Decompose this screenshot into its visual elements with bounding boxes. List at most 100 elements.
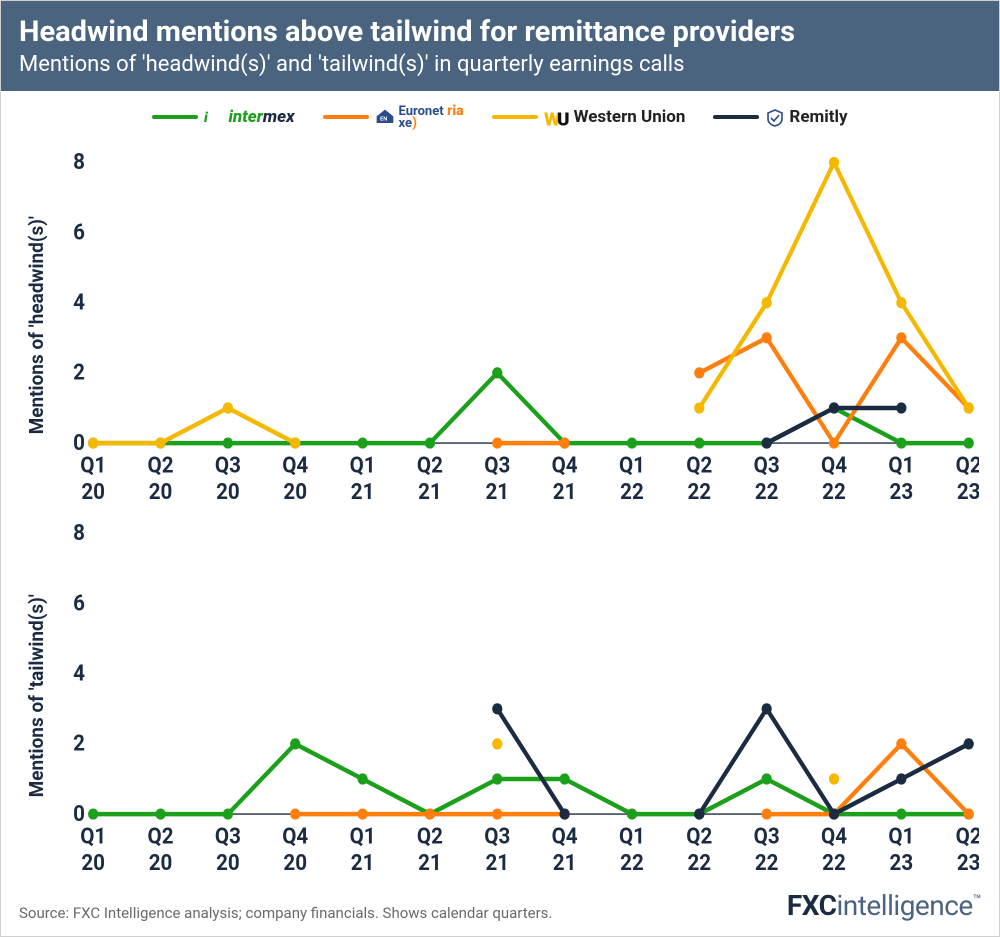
series-marker bbox=[223, 808, 233, 819]
series-line bbox=[699, 708, 968, 813]
series-marker bbox=[290, 738, 300, 749]
western-union-icon: WU bbox=[544, 108, 570, 126]
y-tick-label: 4 bbox=[73, 660, 85, 686]
x-tick-label: 22 bbox=[822, 850, 846, 876]
series-marker bbox=[559, 773, 569, 784]
x-tick-label: 21 bbox=[418, 480, 442, 506]
series-marker bbox=[896, 297, 906, 308]
chart-container: Headwind mentions above tailwind for rem… bbox=[0, 0, 1000, 937]
plot-svg: 02468Q120Q220Q320Q420Q121Q221Q321Q421Q12… bbox=[52, 511, 979, 881]
legend-item: Remitly bbox=[713, 107, 847, 127]
x-tick-label: 20 bbox=[216, 480, 240, 506]
x-tick-label: Q2 bbox=[417, 823, 443, 849]
svg-text:U: U bbox=[557, 108, 570, 129]
series-marker bbox=[829, 773, 839, 784]
brand-tm: ™ bbox=[973, 893, 981, 909]
x-tick-label: Q3 bbox=[754, 453, 780, 479]
x-tick-label: 20 bbox=[81, 850, 105, 876]
x-tick-label: 20 bbox=[149, 480, 173, 506]
x-tick-label: Q1 bbox=[350, 453, 376, 479]
series-marker bbox=[492, 808, 502, 819]
series-marker bbox=[896, 738, 906, 749]
series-marker bbox=[829, 438, 839, 449]
x-tick-label: 21 bbox=[485, 480, 509, 506]
series-marker bbox=[694, 438, 704, 449]
y-tick-label: 2 bbox=[73, 360, 85, 386]
y-tick-label: 6 bbox=[73, 220, 85, 246]
series-marker bbox=[155, 808, 165, 819]
x-tick-label: Q2 bbox=[956, 453, 979, 479]
series-marker bbox=[357, 773, 367, 784]
x-tick-label: 22 bbox=[687, 850, 711, 876]
legend-swatch bbox=[323, 115, 369, 119]
series-marker bbox=[964, 808, 974, 819]
legend-swatch bbox=[713, 115, 759, 119]
legend-item: WUWestern Union bbox=[492, 107, 686, 127]
y-axis-label: Mentions of 'headwind(s)' bbox=[21, 140, 52, 510]
x-tick-label: Q2 bbox=[686, 823, 712, 849]
x-tick-label: 21 bbox=[553, 850, 577, 876]
series-marker bbox=[762, 773, 772, 784]
chart-header: Headwind mentions above tailwind for rem… bbox=[1, 1, 999, 91]
legend: iintermex ENEuronet riaxe) WUWestern Union… bbox=[1, 91, 999, 140]
series-marker bbox=[223, 403, 233, 414]
series-marker bbox=[88, 438, 98, 449]
legend-swatch bbox=[152, 115, 198, 119]
x-tick-label: Q4 bbox=[552, 453, 578, 479]
series-marker bbox=[290, 438, 300, 449]
series-marker bbox=[762, 332, 772, 343]
x-tick-label: Q2 bbox=[417, 453, 443, 479]
y-axis-label: Mentions of 'tailwind(s)' bbox=[21, 511, 52, 881]
intermex-icon: i bbox=[204, 108, 224, 126]
svg-text:EN: EN bbox=[380, 117, 387, 123]
series-marker bbox=[896, 332, 906, 343]
x-tick-label: Q3 bbox=[754, 823, 780, 849]
legend-item: ENEuronet riaxe) bbox=[323, 105, 464, 130]
x-tick-label: 23 bbox=[957, 850, 979, 876]
x-tick-label: Q1 bbox=[888, 823, 914, 849]
series-marker bbox=[492, 773, 502, 784]
x-tick-label: 22 bbox=[620, 850, 644, 876]
series-line bbox=[699, 163, 968, 409]
x-tick-label: 22 bbox=[755, 850, 779, 876]
legend-label: Remitly bbox=[765, 107, 847, 127]
x-tick-label: Q2 bbox=[148, 453, 174, 479]
plot-wrap: 02468Q120Q220Q320Q420Q121Q221Q321Q421Q12… bbox=[52, 511, 979, 881]
x-tick-label: Q1 bbox=[80, 453, 106, 479]
remitly-icon bbox=[765, 108, 785, 126]
series-marker bbox=[896, 438, 906, 449]
x-tick-label: 20 bbox=[283, 480, 307, 506]
series-marker bbox=[829, 808, 839, 819]
y-tick-label: 4 bbox=[73, 290, 85, 316]
series-marker bbox=[492, 703, 502, 714]
series-marker bbox=[155, 438, 165, 449]
x-tick-label: 23 bbox=[890, 480, 914, 506]
x-tick-label: 21 bbox=[418, 850, 442, 876]
x-tick-label: Q1 bbox=[888, 453, 914, 479]
x-tick-label: 22 bbox=[822, 480, 846, 506]
series-marker bbox=[694, 808, 704, 819]
series-marker bbox=[964, 438, 974, 449]
x-tick-label: 21 bbox=[351, 850, 375, 876]
series-marker bbox=[492, 367, 502, 378]
y-tick-label: 2 bbox=[73, 730, 85, 756]
chart-panel: Mentions of 'tailwind(s)'02468Q120Q220Q3… bbox=[21, 511, 979, 881]
series-marker bbox=[290, 808, 300, 819]
source-text: Source: FXC Intelligence analysis; compa… bbox=[19, 904, 552, 922]
series-marker bbox=[762, 703, 772, 714]
x-tick-label: 21 bbox=[553, 480, 577, 506]
x-tick-label: 20 bbox=[81, 480, 105, 506]
x-tick-label: Q3 bbox=[484, 823, 510, 849]
series-marker bbox=[223, 438, 233, 449]
legend-item: iintermex bbox=[152, 107, 294, 127]
series-marker bbox=[425, 808, 435, 819]
series-marker bbox=[896, 403, 906, 414]
chart-footer: Source: FXC Intelligence analysis; compa… bbox=[1, 881, 999, 936]
chart-title: Headwind mentions above tailwind for rem… bbox=[19, 15, 981, 50]
chart-subtitle: Mentions of 'headwind(s)' and 'tailwind(… bbox=[19, 52, 981, 77]
x-tick-label: Q1 bbox=[619, 823, 645, 849]
x-tick-label: Q4 bbox=[282, 823, 308, 849]
euronet-icon: EN bbox=[375, 108, 395, 126]
x-tick-label: Q4 bbox=[282, 453, 308, 479]
series-marker bbox=[762, 297, 772, 308]
